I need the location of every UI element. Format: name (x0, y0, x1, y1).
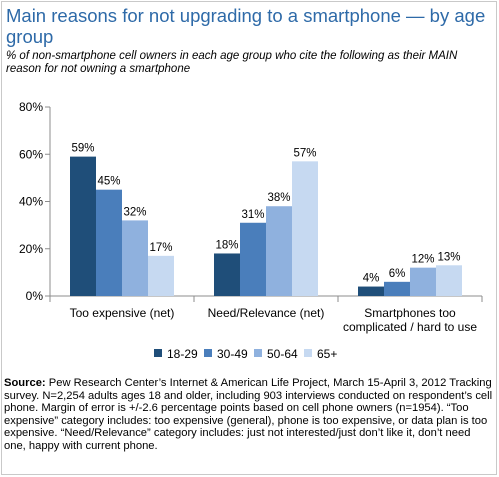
bar-chart: 0% 20% 40% 60% 80% 59% 45% 32% 17% Too expensive … (19, 100, 483, 361)
x-category-label: complicated / hard to use (343, 320, 477, 334)
bar (358, 286, 384, 296)
bar (70, 156, 96, 296)
legend-swatch (254, 349, 262, 357)
data-label: 17% (149, 242, 172, 254)
bar (266, 206, 292, 296)
data-label: 31% (241, 209, 264, 221)
bar (214, 253, 240, 296)
data-label: 6% (389, 268, 406, 280)
legend-label: 30-49 (217, 347, 248, 361)
bar (122, 220, 148, 296)
bar (384, 281, 410, 296)
chart-subtitle: % of non-smartphone cell owners in each … (6, 50, 458, 75)
data-label: 13% (437, 251, 460, 263)
data-label: 18% (215, 239, 238, 251)
data-label: 12% (411, 254, 434, 266)
x-category-label: Need/Relevance (net) (208, 306, 325, 320)
data-label: 4% (363, 273, 380, 285)
legend-swatch (204, 349, 212, 357)
source-label: Source: (4, 377, 46, 389)
bar (292, 161, 318, 296)
legend-swatch (154, 349, 162, 357)
data-label: 45% (97, 176, 120, 188)
data-label: 59% (71, 143, 94, 155)
legend-label: 18-29 (167, 347, 198, 361)
legend-label: 50-64 (267, 347, 298, 361)
source-note: Source: Pew Research Center’s Internet &… (4, 377, 494, 453)
bar (410, 267, 436, 296)
bar (96, 189, 122, 296)
y-tick-label: 80% (19, 100, 43, 114)
data-label: 57% (293, 147, 316, 159)
source-text: Pew Research Center’s Internet & America… (4, 377, 493, 452)
y-tick-label: 20% (19, 242, 43, 256)
bar (436, 265, 462, 296)
bar (148, 255, 174, 296)
data-label: 32% (123, 206, 146, 218)
x-category-label: Too expensive (net) (70, 306, 175, 320)
y-tick-label: 60% (19, 147, 43, 161)
x-category-label: Smartphones too (364, 306, 456, 320)
chart-title: Main reasons for not upgrading to a smar… (6, 5, 486, 47)
bar (240, 222, 266, 296)
legend-swatch (304, 349, 312, 357)
legend-label: 65+ (317, 347, 337, 361)
data-label: 38% (267, 192, 290, 204)
y-tick-label: 0% (26, 289, 44, 303)
y-tick-label: 40% (19, 195, 43, 209)
